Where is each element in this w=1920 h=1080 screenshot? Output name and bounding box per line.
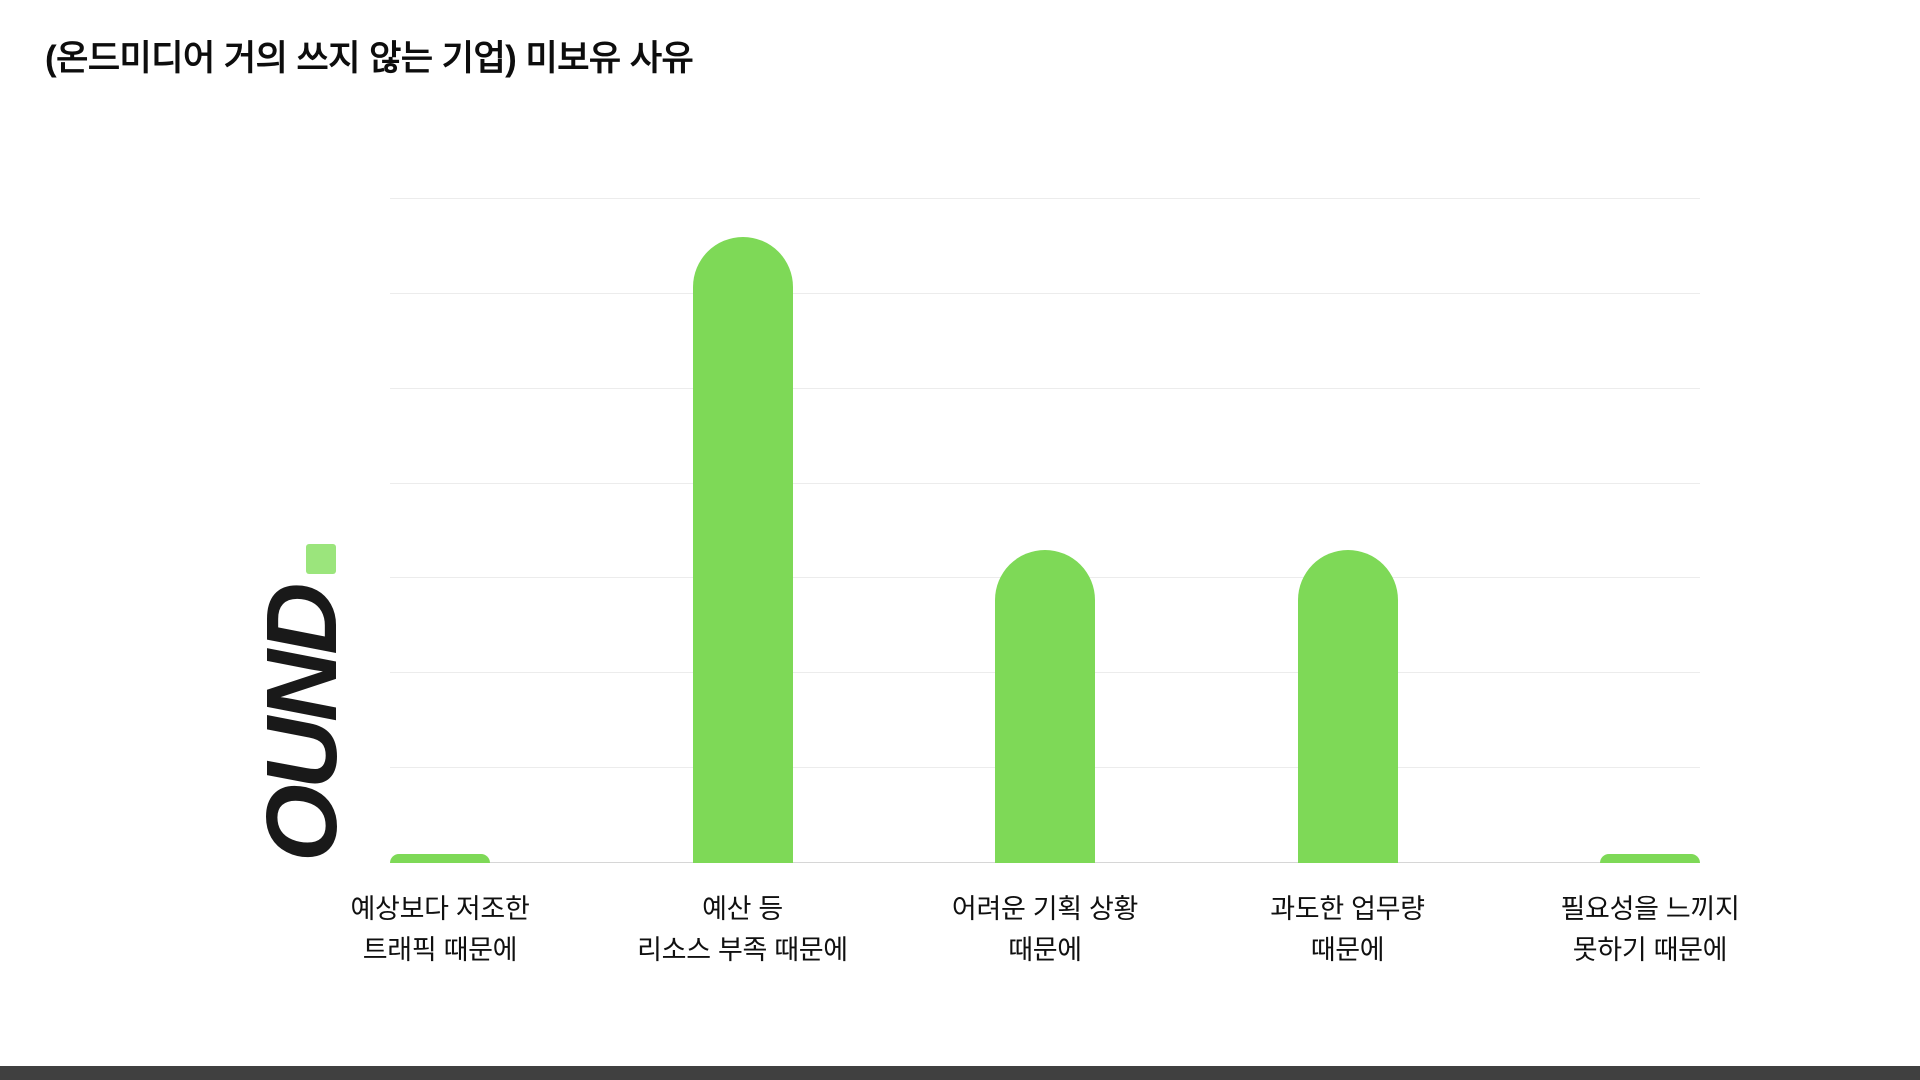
bar [995,549,1095,863]
bar-column: 어려운 기획 상황 때문에 [952,199,1138,965]
plot-area: 예상보다 저조한 트래픽 때문에 예산 등 리소스 부족 때문에 어려운 기획 상황 때문… [351,199,1740,965]
brand-logo: OUND [246,543,358,862]
bar-column: 과도한 업무량 때문에 [1270,199,1425,965]
x-axis-label: 예산 등 리소스 부족 때문에 [637,894,848,965]
bar-chart: 예상보다 저조한 트래픽 때문에 예산 등 리소스 부족 때문에 어려운 기획 상황 때문… [351,198,1740,965]
bar-column: 예산 등 리소스 부족 때문에 [637,199,848,965]
bar-column: 예상보다 저조한 트래픽 때문에 [351,199,530,965]
x-axis-label: 예상보다 저조한 트래픽 때문에 [350,894,530,965]
bar-column: 필요성을 느끼지 못하기 때문에 [1561,199,1740,965]
gridline [390,198,1700,199]
bar [692,236,793,863]
bar [390,853,490,863]
x-axis-label: 필요성을 느끼지 못하기 때문에 [1560,894,1740,965]
footer-strip [0,1066,1920,1080]
chart-title: (온드미디어 거의 쓰지 않는 기업) 미보유 사유 [45,39,694,78]
brand-logo-dot-icon [306,543,336,574]
bar [1297,549,1398,863]
gridline [390,387,1700,389]
gridline [390,482,1700,484]
bar [1600,853,1700,863]
gridline [390,292,1700,294]
x-axis-label: 과도한 업무량 때문에 [1270,894,1425,965]
x-axis-label: 어려운 기획 상황 때문에 [951,894,1139,965]
brand-logo-text: OUND [246,587,358,862]
